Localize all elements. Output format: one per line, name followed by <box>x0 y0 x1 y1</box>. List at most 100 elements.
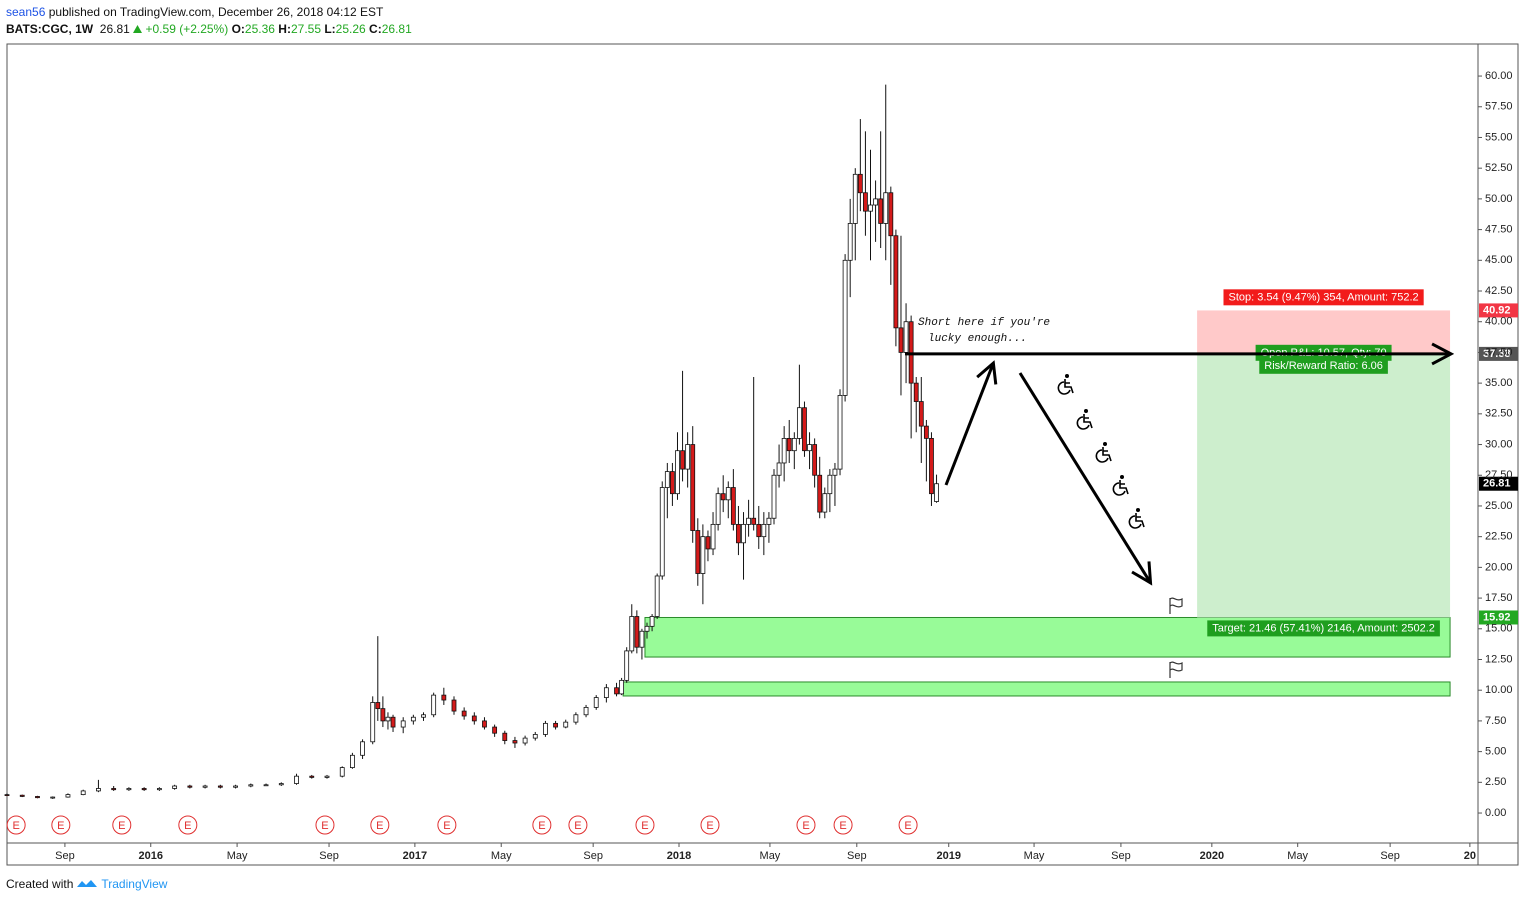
candle-body <box>771 474 777 519</box>
candle-body <box>929 438 934 495</box>
candle-body <box>339 767 345 777</box>
x-tick-label: Sep <box>1111 850 1131 862</box>
earnings-marker[interactable] <box>833 815 853 835</box>
candle-body <box>863 192 868 212</box>
candle-body <box>776 462 782 476</box>
publisher[interactable]: sean56 <box>6 5 46 19</box>
candle-body <box>705 536 711 550</box>
candle-body <box>96 788 101 792</box>
x-tick-label: May <box>227 850 248 862</box>
earnings-marker[interactable] <box>437 815 457 835</box>
candle-body <box>502 732 508 741</box>
ohlc-value: 25.26 <box>335 22 366 36</box>
y-tick-label: 35.00 <box>1485 377 1513 389</box>
arrow-up <box>944 364 993 486</box>
chart: Stop: 3.54 (9.47%) 354, Amount: 752.2 Tar… <box>4 43 1519 866</box>
candle-body <box>934 483 939 502</box>
candle-body <box>629 616 635 652</box>
candle-body <box>421 714 426 718</box>
earnings-marker[interactable] <box>112 815 132 835</box>
earnings-marker[interactable] <box>635 815 655 835</box>
y-tick-label: 45.00 <box>1485 254 1513 266</box>
candle-body <box>786 438 792 452</box>
brand[interactable]: TradingView <box>101 877 168 891</box>
earnings-marker[interactable] <box>568 815 588 835</box>
candle-body <box>898 327 904 353</box>
wheelchair-icon <box>1128 507 1145 529</box>
candle-body <box>675 450 680 495</box>
candle-body <box>263 784 269 787</box>
earnings-marker[interactable] <box>898 815 918 835</box>
ohlc-value: 27.55 <box>290 22 321 36</box>
candle-body <box>837 395 843 470</box>
flag-icon <box>1169 597 1183 615</box>
candle-body <box>888 192 894 237</box>
earnings-marker[interactable] <box>178 815 198 835</box>
earnings-marker[interactable] <box>700 815 720 835</box>
earnings-marker[interactable] <box>51 815 71 835</box>
candle-body <box>802 407 807 452</box>
earnings-label: E <box>706 820 713 832</box>
candle-body <box>817 474 823 513</box>
y-tick-label: 2.50 <box>1485 776 1506 788</box>
y-tick-label: 12.50 <box>1485 653 1513 665</box>
candle-body <box>385 716 391 722</box>
price-tag <box>1479 476 1518 491</box>
wheelchair-icon <box>1057 373 1074 395</box>
candle-body <box>141 788 147 791</box>
candle-body <box>720 493 726 501</box>
candle-body <box>847 223 853 261</box>
y-tick-label: 37.50 <box>1485 346 1513 358</box>
x-tick-label: Sep <box>583 850 603 862</box>
y-tick-label: 47.50 <box>1485 224 1513 236</box>
candle-body <box>756 523 762 538</box>
y-tick-label: 55.00 <box>1485 131 1513 143</box>
candle-body <box>807 444 812 452</box>
candle-body <box>441 694 447 701</box>
stop-label-box <box>1223 289 1424 306</box>
last-price: 26.81 <box>99 22 130 36</box>
earnings-label: E <box>376 820 383 832</box>
candle-body <box>680 450 685 470</box>
x-tick-label: Sep <box>1380 850 1400 862</box>
earnings-label: E <box>802 820 809 832</box>
earnings-marker[interactable] <box>532 815 552 835</box>
candle-body <box>492 726 498 734</box>
zones-layer <box>622 310 1451 697</box>
candle-body <box>431 694 437 716</box>
candle-body <box>649 616 655 627</box>
y-tick-label: 27.50 <box>1485 469 1513 481</box>
earnings-marker[interactable] <box>370 815 390 835</box>
y-tick-label: 25.00 <box>1485 500 1513 512</box>
candle-body <box>827 474 833 495</box>
candle-body <box>583 706 589 716</box>
y-tick-label: 15.00 <box>1485 623 1513 635</box>
earnings-label: E <box>641 820 648 832</box>
target-label-box <box>1207 620 1440 637</box>
candle-body <box>796 407 802 439</box>
publish-line: sean56 published on TradingView.com, Dec… <box>6 4 412 21</box>
annotation: Short here if you're <box>918 317 1050 329</box>
candle-body <box>400 720 406 728</box>
candle-body <box>832 468 838 476</box>
candles-layer <box>4 84 939 799</box>
earnings-marker[interactable] <box>796 815 816 835</box>
candle-body <box>375 702 381 710</box>
candle-body <box>883 192 889 224</box>
ohlc-key: H: <box>278 22 291 36</box>
flag-icon <box>1169 661 1183 679</box>
earnings-marker[interactable] <box>6 815 26 835</box>
candle-body <box>156 788 162 791</box>
y-tick-label: 52.50 <box>1485 162 1513 174</box>
candle-body <box>35 796 40 799</box>
earnings-label: E <box>443 820 450 832</box>
wheelchair-icon <box>1112 474 1129 496</box>
candle-body <box>522 737 528 744</box>
earnings-marker[interactable] <box>315 815 335 835</box>
candle-body <box>172 785 178 789</box>
candle-body <box>624 650 630 681</box>
symbol-line: BATS:CGC, 1W 26.81 +0.59 (+2.25%) O:25.3… <box>6 21 412 38</box>
logo <box>77 880 98 887</box>
candle-body <box>390 716 396 728</box>
